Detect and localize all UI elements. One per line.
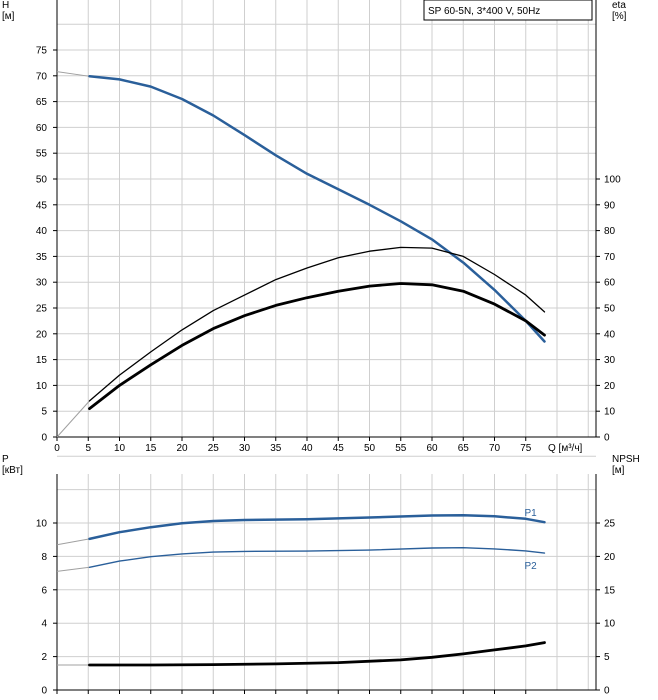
x-tick-label: 30 [239,443,251,454]
left-tick-label: 15 [36,355,48,366]
right-tick-label: 30 [604,355,616,366]
left-axis-unit: [кВт] [2,465,23,476]
x-tick-label: 55 [395,443,407,454]
right-tick-label: 15 [604,585,616,596]
x-tick-label: 15 [145,443,157,454]
left-tick-label: 5 [41,407,47,418]
curve-power-series-2 [88,641,546,667]
left-tick-label: 10 [36,381,48,392]
x-tick-label: 45 [333,443,345,454]
left-axis-unit: [м] [2,11,15,22]
left-tick-label: 45 [36,200,48,211]
left-tick-label: 20 [36,329,48,340]
x-tick-label: 25 [208,443,220,454]
right-tick-label: 100 [604,175,621,186]
title-box [423,0,593,21]
right-tick-label: 70 [604,252,616,263]
right-axis-label: eta [612,0,626,11]
left-tick-label: 8 [41,552,47,563]
x-tick-label: 60 [426,443,438,454]
left-tick-label: 30 [36,278,48,289]
right-tick-label: 60 [604,278,616,289]
curve-extrapolation [56,538,90,546]
x-tick-label: 0 [54,443,60,454]
x-tick-label: 50 [364,443,376,454]
left-tick-label: 75 [36,46,48,57]
x-axis-label: Q [м³/ч] [548,443,583,454]
left-tick-label: 70 [36,71,48,82]
right-tick-label: 10 [604,619,616,630]
x-tick-label: 40 [301,443,313,454]
curve-head-series-0 [88,75,546,343]
chart-title: SP 60-5N, 3*400 V, 50Hz [428,6,540,17]
right-tick-label: 25 [604,519,616,530]
grid [56,455,596,691]
x-tick-label: 5 [85,443,91,454]
left-tick-label: 2 [41,652,47,663]
curve-p2 [88,547,546,568]
right-tick-label: 20 [604,381,616,392]
left-tick-label: 65 [36,97,48,108]
head-efficiency-panel: 0510152025303540455055606570750102030405… [2,0,627,454]
right-tick-label: 10 [604,407,616,418]
left-tick-label: 55 [36,149,48,160]
curve-head-series-2 [88,282,546,410]
power-npsh-panel: 0 2 4 6 8 10 0 5 10 15 20 25 P[кВт] NPSH[м] P1 P2 [2,454,640,697]
series-label-p2: P2 [525,561,538,572]
curve-extrapolation [56,400,90,438]
left-tick-label: 6 [41,585,47,596]
right-tick-label: 40 [604,329,616,340]
left-axis-label: H [2,0,9,11]
x-tick-label: 35 [270,443,282,454]
left-axis-label: P [2,454,9,465]
left-tick-label: 0 [41,686,47,697]
left-tick-label: 60 [36,123,48,134]
left-tick-label: 40 [36,226,48,237]
right-axis-label: NPSH [612,454,640,465]
grid [56,0,596,438]
curve-extrapolation [56,566,90,572]
right-tick-label: 0 [604,686,610,697]
left-tick-label: 50 [36,175,48,186]
curve-p1 [88,513,546,541]
x-tick-label: 65 [458,443,470,454]
left-tick-label: 25 [36,304,48,315]
x-tick-label: 75 [520,443,532,454]
right-tick-label: 80 [604,226,616,237]
right-axis-unit: [м] [612,465,625,476]
right-axis-unit: [%] [612,11,627,22]
right-tick-label: 5 [604,652,610,663]
left-tick-label: 35 [36,252,48,263]
right-tick-label: 0 [604,433,610,444]
series-label-p1: P1 [525,508,538,519]
curve-head-series-1 [88,246,546,402]
x-tick-label: 10 [114,443,126,454]
left-tick-label: 10 [36,519,48,530]
right-tick-label: 90 [604,200,616,211]
right-tick-label: 50 [604,304,616,315]
x-tick-label: 20 [176,443,188,454]
left-tick-label: 4 [41,619,47,630]
x-tick-label: 70 [489,443,501,454]
curve-extrapolation [56,71,90,77]
right-tick-label: 20 [604,552,616,563]
left-tick-label: 0 [41,433,47,444]
